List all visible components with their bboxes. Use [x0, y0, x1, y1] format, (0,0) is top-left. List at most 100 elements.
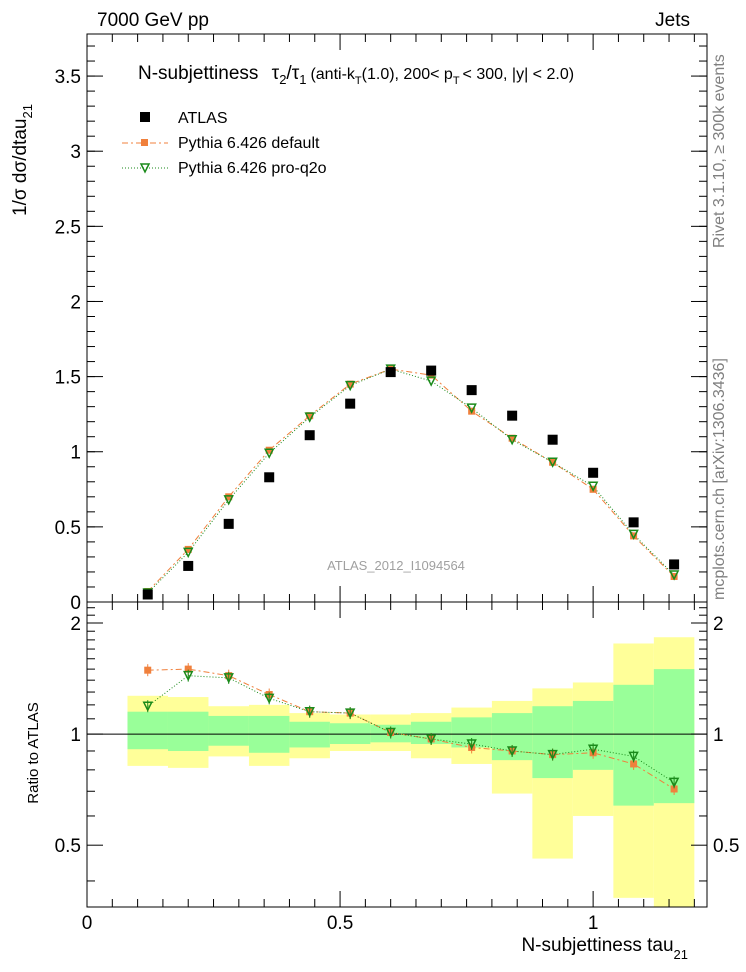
title-rest2: (1.0), 200< p: [362, 66, 453, 83]
chart-title: N-subjettiness τ2/τ1 (anti-kT(1.0), 200< …: [138, 63, 574, 87]
default-point: [306, 412, 314, 420]
proq2o-point: [263, 448, 275, 459]
atlas-point: [183, 560, 194, 571]
ratio-bands: [87, 637, 707, 907]
ratio-panel: 0.5 0.5 1 1 2 2 0 0.5 1 Ratio to ATLAS N-subjett…: [25, 601, 739, 962]
proq2o-point: [668, 570, 680, 581]
ratio-band-inner: [289, 721, 330, 748]
ratio-proq2o-point: [304, 706, 315, 718]
main-ytick-label: 3.5: [55, 67, 81, 88]
atlas-point: [142, 589, 153, 600]
ratio-band-inner: [208, 715, 249, 746]
ratio-ytick-label-left: 2: [70, 614, 81, 635]
ratio-ticks: 0.5 0.5 1 1 2 2 0 0.5 1: [55, 602, 739, 934]
proq2o-point: [628, 529, 639, 541]
main-ytick-label: 1.5: [55, 368, 81, 389]
ratio-default-point: [630, 760, 638, 768]
ratio-band-inner: [532, 706, 573, 779]
xlabel-sub: 21: [674, 947, 688, 962]
ratio-proq2o-point: [547, 749, 558, 761]
main-ytick-label: 1: [70, 443, 81, 464]
legend: ATLAS Pythia 6.426 default Pythia 6.426 …: [122, 110, 327, 177]
ratio-marks: [142, 663, 680, 795]
header-right: Jets: [655, 10, 690, 31]
ratio-proq2o-point: [263, 693, 275, 705]
ratio-band-inner: [410, 721, 452, 745]
atlas-point: [507, 410, 518, 421]
atlas-point: [669, 559, 680, 570]
atlas-point: [223, 518, 234, 529]
ratio-frame: [86, 601, 708, 908]
ratio-ytick-label-left: 1: [70, 725, 81, 746]
title-rest1: (anti-k: [310, 66, 355, 83]
default-point: [265, 446, 273, 454]
title-tau1: τ: [292, 63, 300, 84]
default-point: [184, 545, 192, 553]
xlabel-text: N-subjettiness tau: [521, 935, 673, 956]
main-ylabel-text: 1/σ dσ/dtau: [10, 119, 31, 216]
main-ylabel-sub: 21: [20, 104, 35, 118]
proq2o-point: [466, 403, 477, 414]
ratio-proq2o-point: [668, 777, 680, 789]
main-panel: 00.511.522.533.5 N-subjettiness τ2/τ1 (an…: [10, 33, 708, 614]
default-point: [549, 458, 557, 466]
atlas-point: [345, 398, 356, 409]
proq2o-point: [223, 495, 234, 506]
legend-label-atlas: ATLAS: [178, 110, 228, 127]
atlas-point: [426, 365, 437, 376]
title-rest3: < 300, |y| < 2.0): [463, 66, 575, 83]
ratio-proq2o-line: [147, 675, 675, 783]
xlabel: N-subjettiness tau21: [521, 935, 688, 962]
proq2o-point: [344, 380, 356, 392]
title-subT2: T: [453, 75, 460, 87]
main-ytick-label: 2.5: [55, 217, 81, 238]
title-sub1: 1: [299, 72, 306, 87]
ratio-ytick-label-right: 1: [713, 725, 724, 746]
ratio-proq2o-point: [466, 739, 477, 750]
default-point: [670, 572, 678, 580]
main-ytick-label: 2: [70, 292, 81, 313]
proq2o-point: [547, 457, 558, 468]
ratio-proq2o-point: [385, 727, 396, 739]
legend-label-proq2o: Pythia 6.426 pro-q2o: [178, 160, 327, 177]
title-tau2: τ: [272, 63, 280, 84]
main-ylabel: 1/σ dσ/dtau21: [10, 104, 35, 216]
atlas-point: [466, 385, 477, 396]
proq2o-point: [425, 376, 437, 387]
default-point: [508, 434, 516, 442]
default-point: [225, 493, 233, 501]
title-subT: T: [355, 75, 362, 87]
ratio-default-point: [670, 785, 678, 793]
ratio-ytick-label-right: 2: [713, 614, 724, 635]
title-sub2: 2: [279, 72, 286, 87]
atlas-point: [385, 367, 396, 378]
title-slash: /: [286, 63, 292, 84]
analysis-watermark: ATLAS_2012_I1094564: [327, 558, 465, 573]
proq2o-point: [304, 412, 315, 423]
atlas-point: [628, 517, 639, 528]
ratio-proq2o-point: [425, 734, 437, 745]
default-line: [147, 368, 675, 592]
ratio-ylabel: Ratio to ATLAS: [25, 702, 42, 803]
mcplots-label: mcplots.cern.ch [arXiv:1306.3436]: [711, 358, 728, 600]
ratio-band-inner: [572, 700, 614, 770]
ratio-proq2o-point: [142, 701, 153, 712]
default-point: [346, 380, 354, 388]
ratio-default-point: [144, 666, 152, 674]
ratio-band-inner: [127, 711, 168, 750]
legend-marker-atlas: [140, 112, 150, 122]
ratio-proq2o-point: [587, 744, 599, 755]
legend-label-default: Pythia 6.426 default: [178, 135, 320, 152]
ratio-default-point: [184, 665, 192, 673]
rivet-label: Rivet 3.1.10, ≥ 300k events: [711, 54, 728, 248]
ratio-proq2o-point: [506, 746, 518, 757]
ratio-proq2o-point: [628, 751, 639, 763]
xtick-label: 0.5: [327, 913, 353, 934]
ratio-ytick-label-left: 0.5: [55, 836, 81, 857]
legend-marker-proq2o: [139, 163, 151, 174]
main-marks: [142, 364, 680, 600]
default-point: [630, 532, 638, 540]
ratio-band-inner: [167, 711, 209, 751]
proq2o-point: [183, 547, 194, 559]
main-ytick-label: 3: [70, 142, 81, 163]
